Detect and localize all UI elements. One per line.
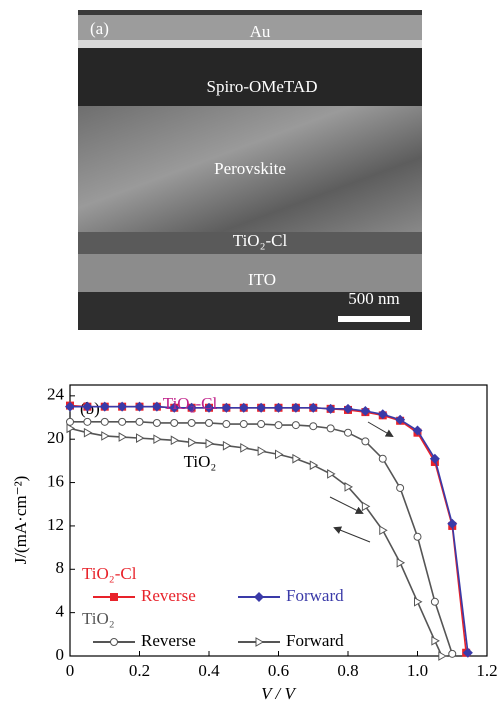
point	[189, 438, 196, 446]
layer-label: ITO	[248, 270, 276, 289]
point	[102, 432, 109, 440]
point	[379, 455, 386, 462]
line	[70, 428, 442, 656]
point	[362, 438, 369, 445]
x-tick-label: 0.4	[198, 661, 220, 680]
point	[310, 461, 317, 469]
x-tick-label: 1.0	[407, 661, 428, 680]
panel-label: (a)	[90, 19, 109, 38]
layer-label: Spiro-OMeTAD	[206, 77, 317, 96]
figure: (a) Au Spiro-OMeTAD Perovskite TiO₂-Cl I…	[0, 0, 499, 712]
point	[449, 650, 456, 657]
y-tick-label: 12	[47, 515, 64, 534]
line	[70, 406, 466, 653]
point	[240, 421, 247, 428]
point	[258, 421, 265, 428]
y-axis-label: J/(mA·cm⁻²)	[11, 476, 30, 565]
point	[223, 421, 230, 428]
annotation: TiO₂-Cl	[163, 394, 218, 413]
point	[153, 419, 160, 426]
point	[206, 440, 213, 448]
point	[223, 442, 230, 450]
y-tick-label: 4	[56, 602, 65, 621]
point	[119, 433, 126, 441]
point	[101, 418, 108, 425]
page: {"image": {"panel_label": "(a)", "layers…	[0, 0, 499, 712]
x-tick-label: 1.2	[476, 661, 497, 680]
point	[275, 422, 282, 429]
point	[380, 526, 387, 534]
point	[188, 419, 195, 426]
point	[431, 598, 438, 605]
line	[70, 407, 468, 653]
point	[254, 592, 264, 602]
point	[292, 422, 299, 429]
y-tick-label: 24	[47, 385, 65, 404]
point	[111, 639, 118, 646]
layer-label: Perovskite	[214, 159, 286, 178]
point	[293, 455, 300, 463]
layer-label: Au	[250, 22, 271, 41]
legend-label: Forward	[286, 586, 344, 605]
scale-bar	[338, 316, 410, 322]
y-tick-label: 20	[47, 428, 64, 447]
point	[84, 429, 91, 437]
legend-label: Reverse	[141, 586, 196, 605]
point	[84, 418, 91, 425]
point	[136, 418, 143, 425]
y-tick-label: 16	[47, 471, 64, 490]
y-tick-label: 0	[56, 645, 65, 664]
point	[110, 593, 118, 601]
legend-label: Reverse	[141, 631, 196, 650]
legend-label: Forward	[286, 631, 344, 650]
x-tick-label: 0.6	[268, 661, 289, 680]
line	[70, 422, 452, 654]
arrow	[335, 528, 370, 542]
layer-label: TiO₂-Cl	[233, 231, 288, 250]
point	[397, 484, 404, 491]
point	[206, 419, 213, 426]
point	[414, 533, 421, 540]
point	[439, 652, 446, 660]
annotation: TiO₂	[184, 452, 217, 471]
legend-group: TiO₂-Cl	[82, 564, 137, 583]
point	[241, 444, 248, 452]
x-tick-label: 0	[66, 661, 75, 680]
point	[310, 423, 317, 430]
arrow	[368, 422, 392, 436]
sem-image: (a) Au Spiro-OMeTAD Perovskite TiO₂-Cl I…	[78, 10, 422, 330]
arrow	[330, 497, 362, 513]
point	[256, 638, 263, 646]
x-tick-label: 0.8	[337, 661, 358, 680]
x-tick-label: 0.2	[129, 661, 150, 680]
point	[119, 418, 126, 425]
legend-group: TiO₂	[82, 609, 115, 628]
point	[276, 450, 283, 458]
point	[171, 436, 178, 444]
point	[327, 425, 334, 432]
point	[137, 434, 144, 442]
point	[258, 447, 265, 455]
point	[171, 419, 178, 426]
scale-bar-label: 500 nm	[348, 289, 399, 308]
y-tick-label: 8	[56, 558, 65, 577]
point	[345, 429, 352, 436]
x-axis-label: V / V	[261, 684, 297, 703]
point	[154, 435, 161, 443]
